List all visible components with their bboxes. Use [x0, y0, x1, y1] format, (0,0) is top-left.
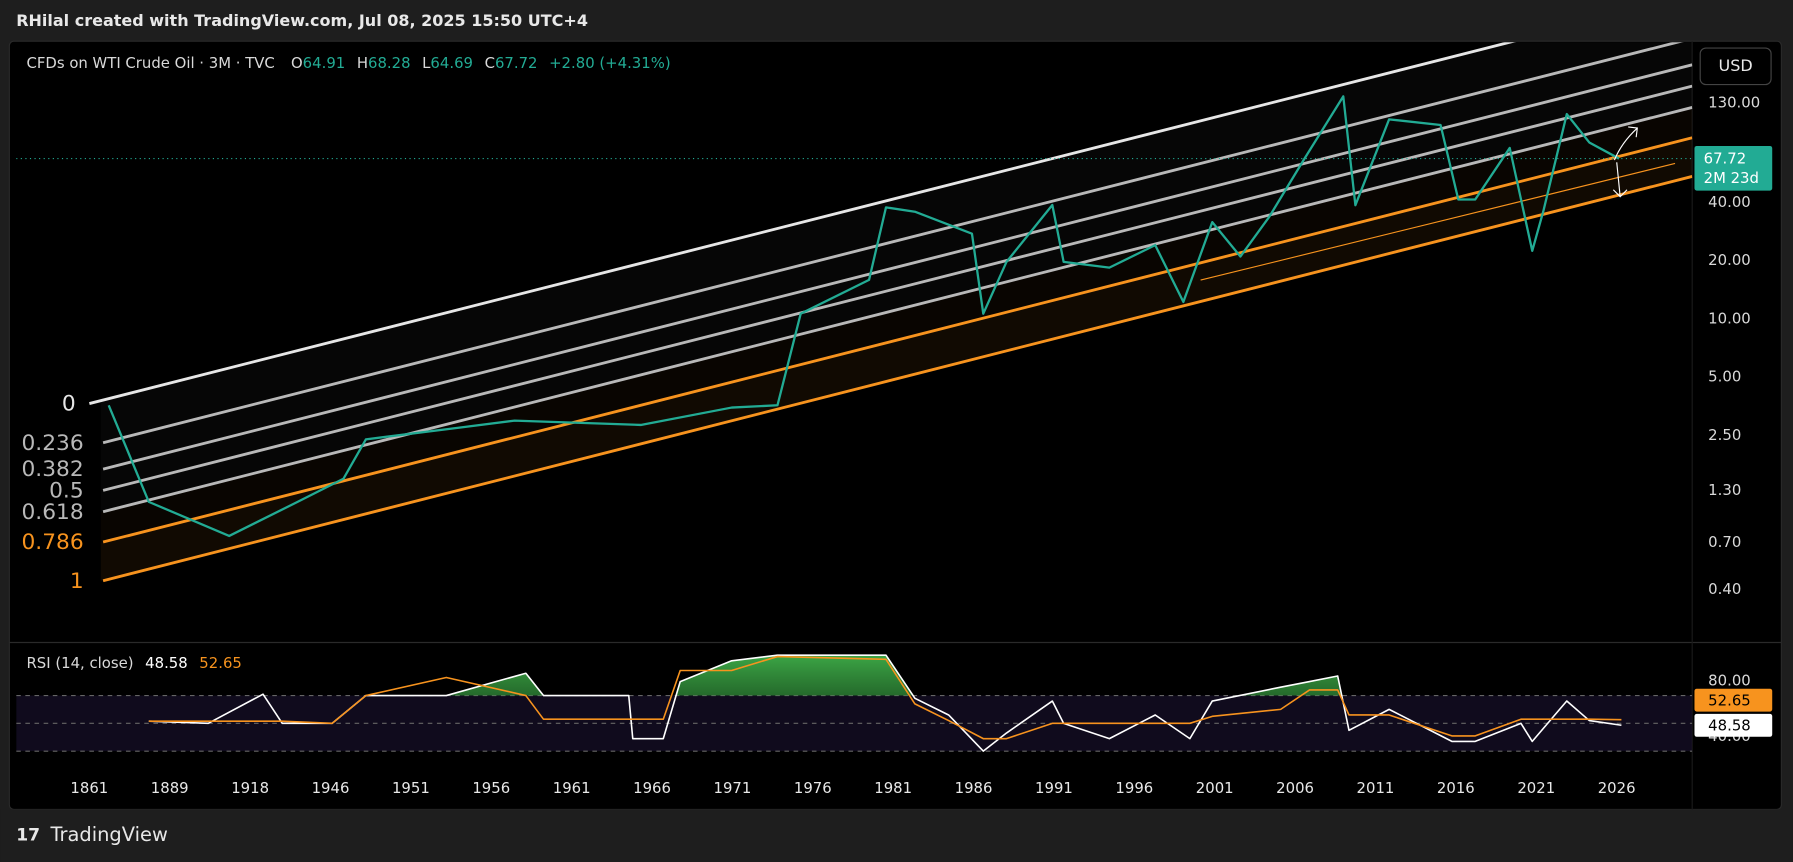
- ohlc-value: 64.69: [430, 54, 473, 72]
- rsi-tag-value: 52.65: [1708, 691, 1751, 709]
- rsi-header: RSI (14, close) 48.58 52.65: [26, 654, 241, 672]
- ohlc-label: C: [485, 54, 495, 72]
- inner-trendline: [1200, 162, 1676, 281]
- x-tick-label: 1956: [472, 779, 510, 797]
- x-tick-label: 1971: [714, 779, 752, 797]
- footer: [0, 809, 1793, 862]
- price-line: [107, 95, 1620, 538]
- x-tick-label: 2026: [1598, 779, 1636, 797]
- x-tick-label: 1889: [151, 779, 189, 797]
- price-line: [148, 655, 1622, 740]
- arrow-up: [1613, 126, 1638, 161]
- fib-line: [102, 63, 1693, 471]
- symbol: CFDs on WTI Crude Oil · 3M · TVC: [26, 54, 274, 72]
- x-tick-label: 1946: [312, 779, 350, 797]
- overbought-fill: [148, 655, 1622, 696]
- x-tick-label: 1961: [553, 779, 591, 797]
- fib-line: [102, 175, 1693, 583]
- rsi-tick-label: 80.00: [1708, 672, 1751, 690]
- fib-label: 0.5: [49, 479, 84, 504]
- rsi-tag: [1694, 713, 1773, 737]
- change: +2.80 (+4.31%): [549, 54, 671, 72]
- y-tick-label: 130.00: [1708, 94, 1760, 112]
- x-tick-label: 2006: [1276, 779, 1314, 797]
- x-tick-label: 2016: [1437, 779, 1475, 797]
- brand: TradingView: [50, 823, 168, 846]
- x-tick-label: 1996: [1115, 779, 1153, 797]
- x-tick-label: 2011: [1357, 779, 1395, 797]
- currency: USD: [1719, 56, 1753, 75]
- y-tick-label: 10.00: [1708, 309, 1751, 327]
- x-tick-label: 2021: [1517, 779, 1555, 797]
- last-price-tag: [1694, 145, 1773, 191]
- arrow-down: [1612, 162, 1628, 198]
- x-tick-label: 1918: [231, 779, 269, 797]
- ohlc-label: L: [422, 54, 431, 72]
- rsi-pane: [16, 654, 1693, 752]
- logo-mark: 𝟭𝟳: [16, 826, 40, 846]
- y-tick-label: 0.40: [1708, 580, 1741, 598]
- last-price: 67.72: [1704, 150, 1747, 168]
- price-pane: [16, 42, 1693, 583]
- rsi-value: 48.58: [145, 654, 188, 672]
- y-tick-label: 1.30: [1708, 481, 1741, 499]
- fib-zone: [100, 137, 1693, 582]
- fib-line: [102, 136, 1693, 544]
- fib-line: [102, 84, 1693, 492]
- fib-label: 0.786: [21, 530, 83, 555]
- attribution: RHilal created with TradingView.com, Jul…: [16, 11, 588, 30]
- ohlc-value: 68.28: [368, 54, 411, 72]
- symbol-header: CFDs on WTI Crude Oil · 3M · TVC O64.91 …: [26, 54, 670, 72]
- rsi-tag: [1694, 688, 1773, 712]
- x-tick-label: 1966: [633, 779, 671, 797]
- fib-label: 0.382: [21, 457, 83, 482]
- fib-label: 0.236: [21, 431, 83, 456]
- x-tick-label: 1861: [70, 779, 108, 797]
- x-tick-label: 1981: [874, 779, 912, 797]
- y-tick-label: 2.50: [1708, 426, 1741, 444]
- x-tick-label: 1951: [392, 779, 430, 797]
- y-tick-label: 0.70: [1708, 533, 1741, 551]
- fib-line: [89, 42, 1516, 405]
- ohlc-value: 67.72: [495, 54, 538, 72]
- fib-line: [102, 42, 1683, 445]
- currency-button[interactable]: [1699, 47, 1772, 86]
- fib-line: [102, 106, 1693, 514]
- y-tick-label: 40.00: [1708, 193, 1751, 211]
- ohlc-label: H: [357, 54, 368, 72]
- price-line: [148, 654, 1622, 752]
- rsi-title: RSI (14, close): [26, 654, 133, 672]
- fib-label: 0.618: [21, 500, 83, 525]
- y-tick-label: 5.00: [1708, 368, 1741, 386]
- x-tick-label: 1986: [955, 779, 993, 797]
- ohlc-label: O: [291, 54, 303, 72]
- y-tick-label: 20.00: [1708, 251, 1751, 269]
- x-tick-label: 1976: [794, 779, 832, 797]
- rsi-tag-value: 48.58: [1708, 716, 1751, 734]
- fib-label: 0: [62, 392, 76, 417]
- rsi-ma-value: 52.65: [199, 654, 242, 672]
- x-tick-label: 1991: [1035, 779, 1073, 797]
- fib-label: 1: [70, 569, 84, 594]
- ohlc-value: 64.91: [303, 54, 346, 72]
- countdown: 2M 23d: [1704, 169, 1759, 187]
- x-tick-label: 2001: [1196, 779, 1234, 797]
